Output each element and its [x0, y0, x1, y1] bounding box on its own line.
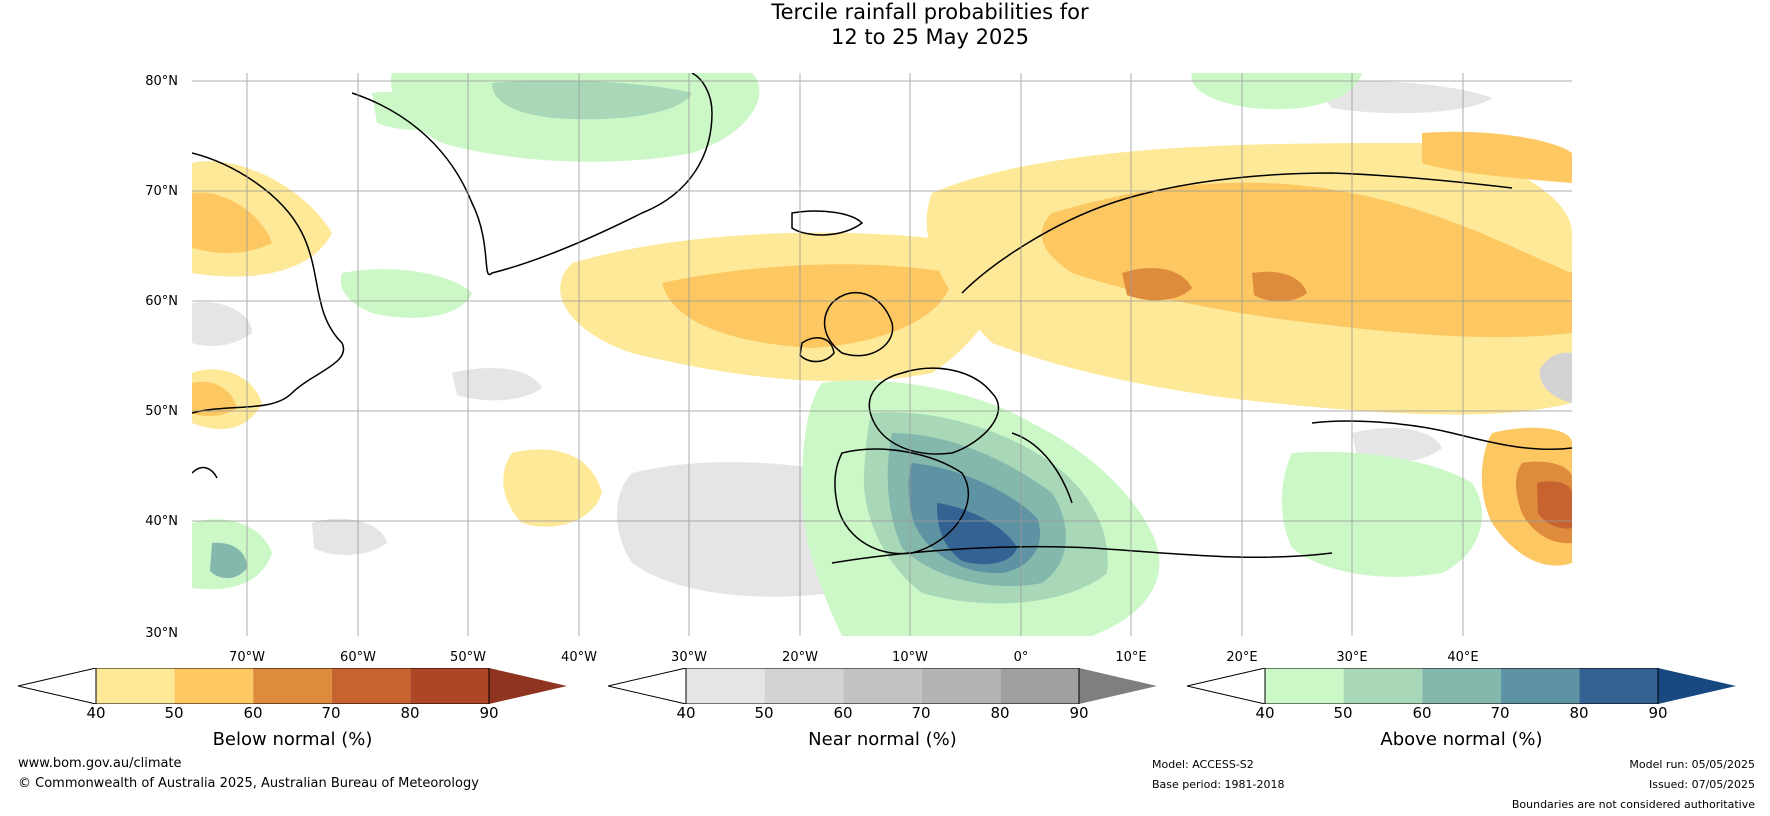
model-text: Model: ACCESS-S2: [1152, 758, 1254, 771]
copyright-text: © Commonwealth of Australia 2025, Austra…: [18, 776, 479, 791]
lon-label: 40°W: [561, 650, 597, 665]
colorbar-tick: 90: [1648, 704, 1668, 722]
colorbar-tick: 70: [911, 704, 931, 722]
colorbar-swatch: [843, 668, 922, 704]
colorbar-tick: 80: [400, 704, 420, 722]
colorbar-swatch: [174, 668, 254, 704]
colorbar-swatch: [18, 668, 97, 704]
colorbar-swatch: [331, 668, 411, 704]
colorbar-tick: 80: [990, 704, 1010, 722]
lat-label: 40°N: [145, 514, 178, 529]
colorbar-tick: 80: [1569, 704, 1589, 722]
colorbar-title: Near normal (%): [808, 729, 957, 750]
colorbar-tick: 50: [754, 704, 774, 722]
colorbar-tick: 70: [1490, 704, 1510, 722]
colorbar-tick: 70: [321, 704, 341, 722]
colorbar-title: Above normal (%): [1380, 729, 1543, 750]
map-title: Tercile rainfall probabilities for 12 to…: [0, 0, 1770, 50]
colorbar-tick: 60: [243, 704, 263, 722]
colorbar-swatch: [764, 668, 844, 704]
colorbar-swatch: [1265, 668, 1344, 704]
lon-label: 10°E: [1115, 650, 1147, 665]
colorbar-swatch: [921, 668, 1001, 704]
coastlines: [192, 73, 1572, 564]
colorbar-tick: 60: [833, 704, 853, 722]
near-normal-colorbar: [608, 668, 1157, 704]
colorbar-swatch: [1187, 668, 1266, 704]
lon-label: 40°E: [1447, 650, 1479, 665]
colorbar-tick: 40: [1255, 704, 1275, 722]
lon-label: 50°W: [450, 650, 486, 665]
colorbar-swatch: [686, 668, 765, 704]
colorbar-swatch: [253, 668, 332, 704]
colorbar-tick: 60: [1412, 704, 1432, 722]
disclaimer-text: Boundaries are not considered authoritat…: [1511, 798, 1755, 811]
lon-label: 30°W: [671, 650, 707, 665]
colorbar-swatch: [1343, 668, 1423, 704]
title-line-1: Tercile rainfall probabilities for: [771, 0, 1089, 24]
colorbar-tick: 50: [1333, 704, 1353, 722]
below-normal-regions: [192, 131, 1572, 566]
lat-label: 30°N: [145, 626, 178, 641]
colorbar-swatch: [608, 668, 687, 704]
graticule: [192, 73, 1572, 636]
model-run-text: Model run: 05/05/2025: [1629, 758, 1755, 771]
lat-label: 70°N: [145, 184, 178, 199]
colorbar-tick: 50: [164, 704, 184, 722]
lat-label: 80°N: [145, 74, 178, 89]
lat-label: 50°N: [145, 404, 178, 419]
below-normal-colorbar: [18, 668, 567, 704]
lon-label: 0°: [1013, 650, 1029, 665]
colorbar-swatch: [1579, 668, 1658, 704]
lon-label: 70°W: [229, 650, 265, 665]
colorbar-swatch: [1500, 668, 1580, 704]
colorbar-swatch: [489, 668, 567, 704]
above-normal-colorbar: [1187, 668, 1736, 704]
colorbar-tick: 40: [676, 704, 696, 722]
colorbar-swatch: [410, 668, 489, 704]
issued-text: Issued: 07/05/2025: [1648, 778, 1755, 791]
colorbar-tick: 90: [1069, 704, 1089, 722]
lon-label: 20°E: [1226, 650, 1258, 665]
rainfall-probability-map: [192, 73, 1572, 636]
website-link[interactable]: www.bom.gov.au/climate: [18, 756, 182, 771]
colorbar-swatch: [1422, 668, 1501, 704]
colorbar-swatch: [1000, 668, 1079, 704]
colorbar-tick: 90: [479, 704, 499, 722]
colorbar-swatch: [1079, 668, 1157, 704]
base-period-text: Base period: 1981-2018: [1152, 778, 1285, 791]
title-line-2: 12 to 25 May 2025: [830, 25, 1030, 49]
colorbar-title: Below normal (%): [212, 729, 373, 750]
colorbar-swatch: [1658, 668, 1736, 704]
lon-label: 30°E: [1336, 650, 1368, 665]
lon-label: 20°W: [782, 650, 818, 665]
lat-label: 60°N: [145, 294, 178, 309]
colorbar-swatch: [96, 668, 175, 704]
lon-label: 10°W: [892, 650, 928, 665]
colorbar-tick: 40: [86, 704, 106, 722]
lon-label: 60°W: [340, 650, 376, 665]
